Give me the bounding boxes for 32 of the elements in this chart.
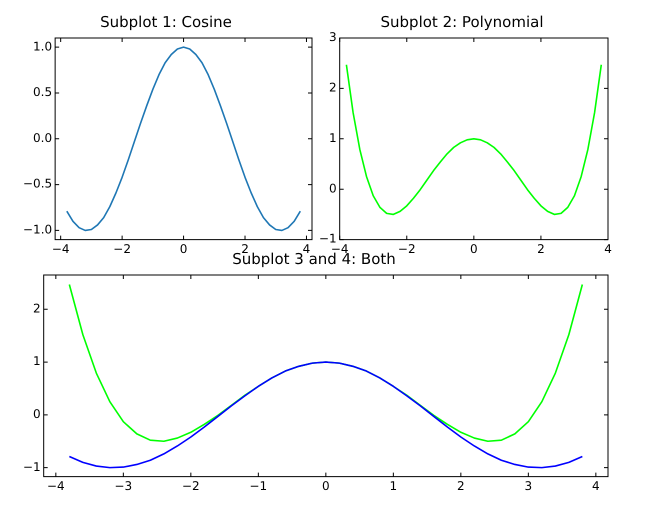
x-tick-label: 4 [592, 478, 600, 493]
x-tick-label: −4 [46, 478, 65, 493]
chart-title: Subplot 1: Cosine [100, 12, 232, 31]
y-tick-label: 0 [33, 406, 41, 421]
x-tick-label: −3 [114, 478, 132, 493]
x-tick-label: −2 [113, 242, 131, 256]
x-tick-label: 4 [604, 242, 612, 256]
x-tick-label: 4 [302, 242, 310, 256]
y-tick-label: 2 [33, 301, 41, 316]
y-tick-label: 2 [329, 80, 337, 95]
y-tick-label: 3 [329, 30, 337, 44]
y-tick-label: 0 [329, 181, 337, 196]
y-tick-label: −1.0 [23, 222, 52, 237]
x-tick-label: 1 [390, 478, 398, 493]
x-tick-label: 2 [457, 478, 465, 493]
x-tick-label: −1 [249, 478, 268, 493]
y-tick-label: 0.0 [33, 130, 52, 145]
y-tick-label: −1 [318, 232, 337, 246]
x-tick-label: −2 [398, 242, 416, 256]
x-tick-label: 0 [470, 242, 478, 256]
x-tick-label: 3 [524, 478, 532, 493]
y-tick-label: 1.0 [33, 39, 52, 54]
x-tick-label: −2 [182, 478, 200, 493]
y-tick-label: −1 [22, 460, 41, 474]
y-tick-label: 1 [33, 354, 41, 368]
x-tick-label: 0 [180, 242, 188, 256]
chart-title: Subplot 2: Polynomial [380, 12, 544, 31]
y-tick-label: −0.5 [23, 176, 52, 191]
y-tick-label: 0.5 [33, 85, 52, 100]
y-tick-label: 1 [329, 130, 337, 145]
x-tick-label: 2 [537, 242, 545, 256]
x-tick-label: −4 [52, 242, 70, 256]
